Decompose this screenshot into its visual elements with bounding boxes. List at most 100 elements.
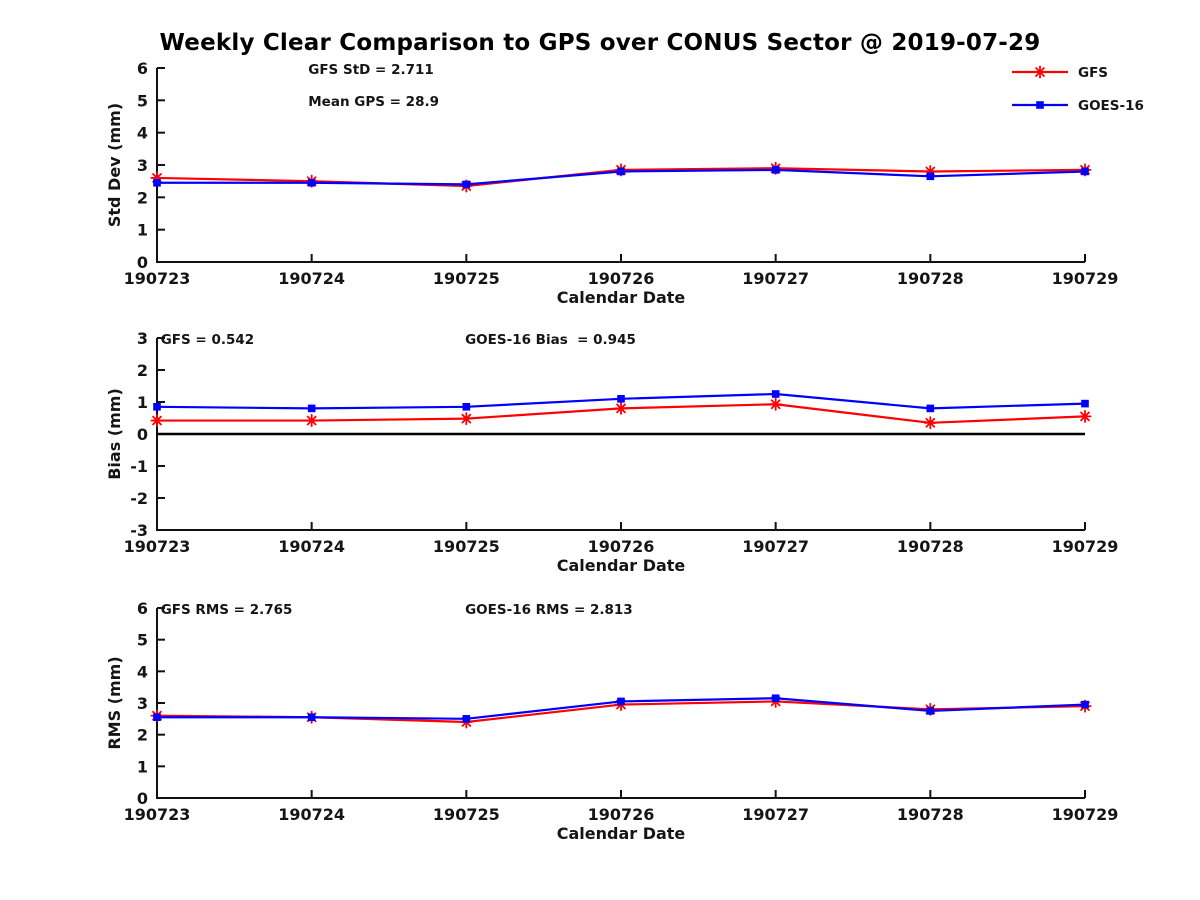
- square-marker-shape: [771, 694, 780, 703]
- x-tick-label: 190726: [588, 537, 655, 556]
- square-marker: [462, 715, 471, 723]
- square-marker: [926, 707, 935, 715]
- y-tick-label: 2: [137, 361, 148, 380]
- square-marker: [771, 166, 780, 174]
- annotation-text: GOES-16 RMS = 2.813: [465, 602, 633, 618]
- square-marker-shape: [926, 172, 935, 181]
- std-dev-plot: 0 1 2 3 4 5 6 190723 190724 190725 190726 190727 190…: [105, 59, 1144, 307]
- x-tick-label: 190725: [433, 269, 500, 288]
- y-tick-label: 3: [137, 156, 148, 175]
- x-tick-label: 190723: [124, 537, 191, 556]
- asterisk-marker: [923, 416, 937, 430]
- square-marker-shape: [926, 707, 935, 715]
- asterisk-marker: [459, 412, 473, 426]
- square-marker-shape: [462, 715, 471, 723]
- x-tick-label: 190726: [588, 269, 655, 288]
- asterisk-spoke: [770, 399, 781, 410]
- y-tick-label: 1: [137, 393, 148, 412]
- square-marker: [771, 694, 780, 703]
- asterisk-marker: [150, 414, 164, 428]
- x-axis-title: Calendar Date: [557, 824, 686, 843]
- asterisk-marker: [1078, 409, 1092, 423]
- x-tick-label: 190724: [278, 805, 345, 824]
- x-axis-title: Calendar Date: [557, 556, 686, 575]
- annotation-text: GFS = 0.542: [161, 332, 254, 348]
- goes-16-series: [153, 390, 1089, 413]
- x-tick-label: 190729: [1052, 269, 1119, 288]
- square-marker-shape: [617, 697, 625, 706]
- square-marker-shape: [771, 166, 780, 174]
- gfs-series: [150, 161, 1092, 193]
- square-marker-shape: [462, 403, 471, 411]
- asterisk-spoke: [616, 403, 626, 414]
- square-marker: [1081, 167, 1089, 176]
- square-marker: [307, 178, 316, 187]
- legend-entry: GOES-16: [1012, 98, 1144, 114]
- square-marker-shape: [153, 403, 161, 411]
- square-marker: [1081, 700, 1089, 709]
- goes-16-series: [153, 166, 1089, 189]
- square-marker: [617, 395, 625, 403]
- asterisk-spoke: [461, 413, 472, 424]
- legend-marker: [1036, 101, 1044, 109]
- x-tick-label: 190725: [433, 805, 500, 824]
- square-marker-shape: [307, 404, 316, 413]
- y-tick-label: 4: [137, 124, 148, 143]
- square-marker-shape: [1081, 167, 1089, 176]
- square-marker: [617, 697, 625, 706]
- legend-label: GFS: [1078, 65, 1108, 81]
- goes-16-series: [153, 694, 1089, 723]
- square-marker-shape: [153, 178, 161, 187]
- y-axis-title: Std Dev (mm): [105, 103, 124, 227]
- y-tick-label: 5: [137, 91, 148, 110]
- legend-marker: [1033, 65, 1047, 79]
- legend-label: GOES-16: [1078, 98, 1144, 114]
- square-marker-shape: [307, 713, 316, 722]
- square-marker: [153, 178, 161, 187]
- x-tick-label: 190728: [897, 537, 964, 556]
- x-axis-title: Calendar Date: [557, 288, 686, 307]
- y-tick-label: 1: [137, 757, 148, 776]
- annotation-text: GOES-16 Bias = 0.945: [465, 332, 636, 348]
- y-tick-label: 2: [137, 188, 148, 207]
- asterisk-marker: [614, 401, 628, 415]
- x-tick-label: 190724: [278, 537, 345, 556]
- legend: GFS GOES-16: [1012, 65, 1144, 114]
- square-marker-shape: [1081, 700, 1089, 709]
- square-marker: [926, 404, 935, 413]
- y-tick-label: 1: [137, 221, 148, 240]
- square-marker-shape: [153, 713, 161, 722]
- square-marker: [462, 180, 471, 189]
- rms-plot: 0 1 2 3 4 5 6 190723 190724 190725 190726 190727 190…: [105, 599, 1118, 843]
- x-tick-label: 190729: [1052, 805, 1119, 824]
- x-tick-label: 190727: [742, 805, 809, 824]
- square-marker: [307, 404, 316, 413]
- legend-entry: GFS: [1012, 65, 1108, 81]
- square-marker: [1081, 399, 1089, 408]
- square-marker: [926, 172, 935, 181]
- y-tick-label: 3: [137, 694, 148, 713]
- annotation-text: Mean GPS = 28.9: [308, 94, 439, 110]
- y-tick-label: 0: [137, 425, 148, 444]
- square-marker: [771, 390, 780, 398]
- square-marker-shape: [926, 404, 935, 413]
- x-tick-label: 190728: [897, 805, 964, 824]
- x-tick-label: 190728: [897, 269, 964, 288]
- square-marker-shape: [1036, 101, 1044, 109]
- y-tick-label: 4: [137, 662, 148, 681]
- y-tick-label: 6: [137, 599, 148, 618]
- y-axis-title: Bias (mm): [105, 388, 124, 480]
- y-tick-label: 6: [137, 59, 148, 78]
- y-tick-label: -1: [130, 457, 148, 476]
- asterisk-spoke: [306, 415, 317, 426]
- y-tick-label: -2: [130, 489, 148, 508]
- y-tick-label: 0: [137, 253, 148, 272]
- x-tick-label: 190726: [588, 805, 655, 824]
- x-tick-label: 190723: [124, 805, 191, 824]
- square-marker-shape: [771, 390, 780, 398]
- y-tick-label: -3: [130, 521, 148, 540]
- asterisk-marker: [769, 397, 783, 411]
- y-tick-label: 3: [137, 329, 148, 348]
